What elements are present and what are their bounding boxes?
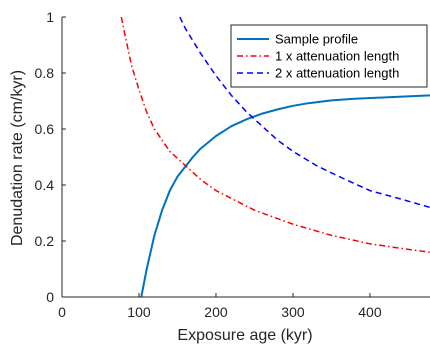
x-tick-label: 0 <box>58 304 66 320</box>
axes <box>61 16 430 298</box>
series-line-1 <box>140 94 430 297</box>
y-axis-title: Denudation rate (cm/kyr) <box>9 70 26 246</box>
legend-label-1: Sample profile <box>275 32 358 47</box>
y-tick-label: 1 <box>46 9 54 25</box>
legend: Sample profile 1 x attenuation length 2 x … <box>230 24 428 88</box>
series-line-2 <box>120 17 430 253</box>
x-axis-title: Exposure age (kyr) <box>177 327 312 344</box>
tick-labels: 0 100 200 300 400 0 0.2 0.4 0.6 0.8 1 <box>35 9 382 320</box>
x-tick-label: 100 <box>127 304 151 320</box>
x-tick-label: 200 <box>204 304 228 320</box>
y-tick-label: 0.4 <box>35 177 55 193</box>
x-tick-label: 300 <box>281 304 305 320</box>
series-layer <box>120 17 430 297</box>
legend-label-2: 1 x attenuation length <box>275 49 399 64</box>
y-tick-label: 0.2 <box>35 233 55 249</box>
legend-label-3: 2 x attenuation length <box>275 66 399 81</box>
legend-box <box>230 24 428 88</box>
x-tick-label: 400 <box>358 304 382 320</box>
y-tick-label: 0.8 <box>35 65 55 81</box>
y-tick-label: 0.6 <box>35 121 55 137</box>
y-tick-label: 0 <box>46 289 54 305</box>
